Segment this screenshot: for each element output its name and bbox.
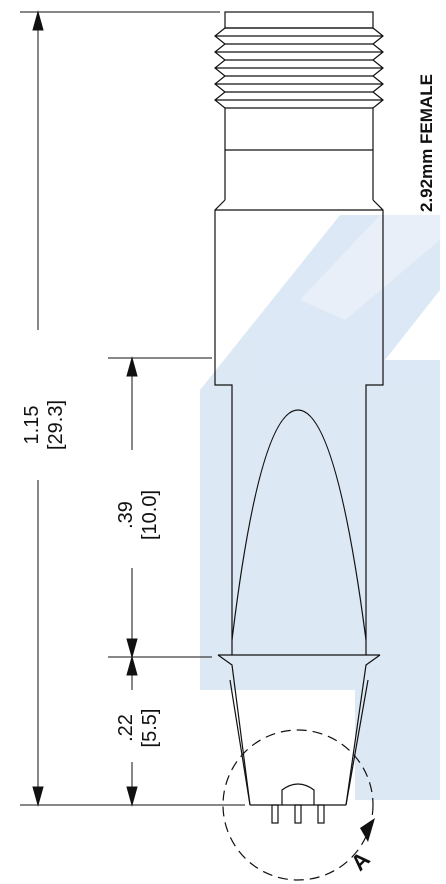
detail-circle: [222, 729, 375, 881]
watermark-logo: [200, 215, 440, 800]
dimension-upper-mm: [10.0]: [139, 490, 161, 540]
dimension-upper-inch: .39: [115, 501, 137, 529]
connector-outline: [214, 11, 384, 824]
dimension-overall-inch: 1.15: [21, 406, 43, 445]
dimension-lower-mm: [5.5]: [139, 709, 161, 748]
dimension-lower-inch: .22: [115, 714, 137, 742]
detail-callout-label: A: [346, 847, 375, 876]
dimension-upper: [108, 356, 212, 659]
dimension-overall-mm: [29.3]: [45, 400, 67, 450]
dimension-overall: [20, 10, 245, 807]
dimension-lower: [126, 655, 138, 807]
connector-title: 2.92mm FEMALE: [417, 74, 436, 212]
